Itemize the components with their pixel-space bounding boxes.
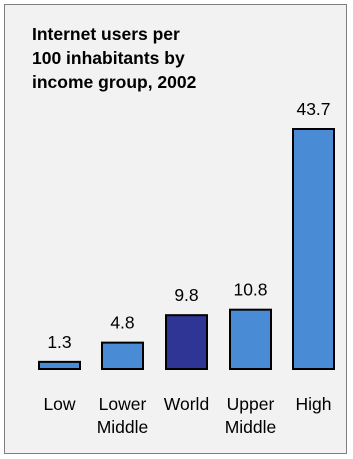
value-label-low: 1.3 — [47, 332, 71, 352]
bar-upper-middle — [229, 308, 272, 370]
value-label-high: 43.7 — [296, 99, 330, 119]
category-label-upper-middle-line1: Upper — [227, 394, 275, 414]
bar-low — [38, 360, 81, 371]
category-label-lower-middle-line1: Lower — [99, 394, 147, 414]
value-label-upper-middle: 10.8 — [233, 280, 267, 300]
category-label-lower-middle-line2: Middle — [97, 417, 149, 437]
chart-title: Internet users per 100 inhabitants by in… — [32, 24, 197, 92]
bar-world — [165, 314, 208, 371]
chart-panel — [4, 4, 347, 454]
bar-lower-middle — [101, 341, 144, 371]
category-label-world: World — [164, 394, 209, 414]
category-label-upper-middle-line2: Middle — [225, 417, 277, 437]
category-label-low: Low — [43, 394, 75, 414]
bar-high — [292, 128, 335, 370]
category-label-high: High — [296, 394, 332, 414]
value-label-world: 9.8 — [174, 285, 198, 305]
value-label-lower-middle: 4.8 — [110, 313, 134, 333]
